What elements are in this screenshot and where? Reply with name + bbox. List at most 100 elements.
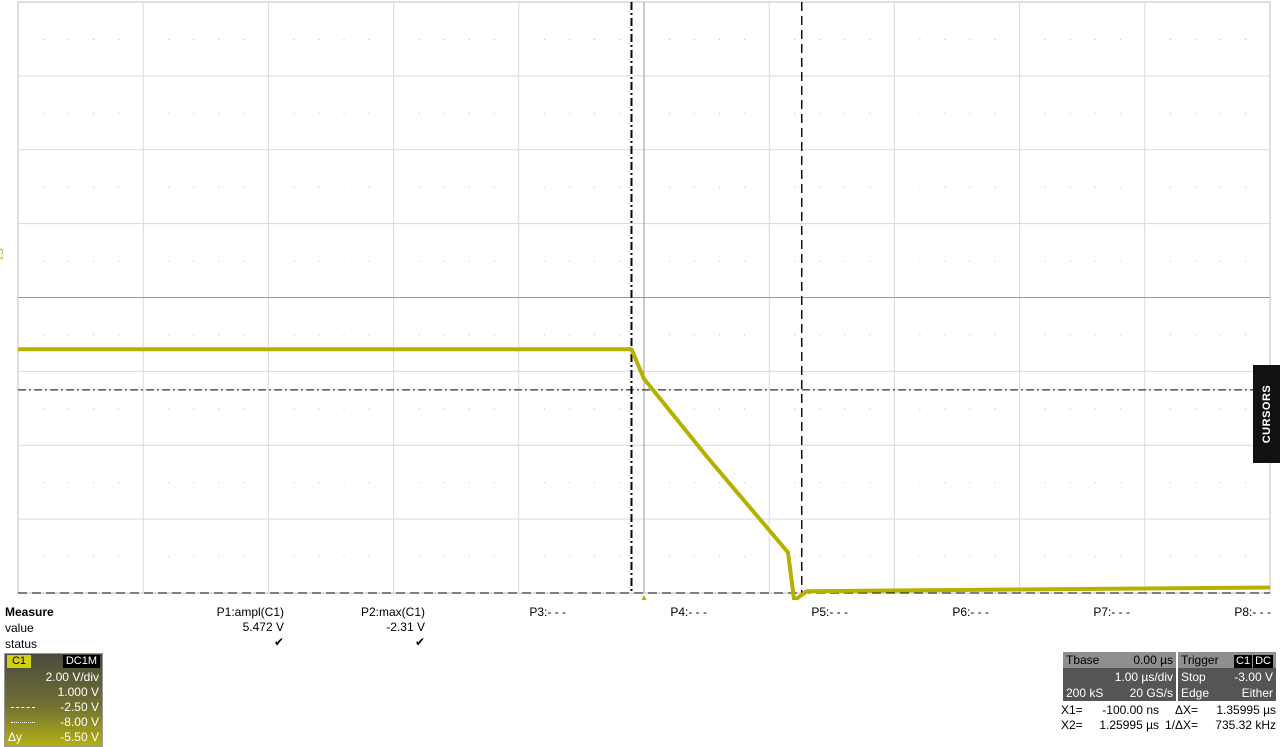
grid-minor-dot xyxy=(1219,482,1221,484)
grid-minor-dot xyxy=(318,186,320,188)
grid-minor-dot xyxy=(418,408,420,410)
grid-minor-dot xyxy=(1194,334,1196,336)
waveform-display[interactable]: C1 CURSORS xyxy=(0,0,1280,600)
grid-minor-dot xyxy=(1119,186,1121,188)
grid-minor-dot xyxy=(368,186,370,188)
grid-minor-dot xyxy=(243,38,245,40)
measure-p2[interactable]: P2:max(C1) -2.31 V ✔ xyxy=(275,605,425,650)
grid-minor-dot xyxy=(193,408,195,410)
grid-minor-dot xyxy=(93,408,95,410)
grid-minor-dot xyxy=(93,112,95,114)
measure-p4[interactable]: P4:- - - xyxy=(557,605,707,620)
grid-minor-dot xyxy=(593,482,595,484)
cursors-tab[interactable]: CURSORS xyxy=(1253,365,1280,463)
grid-minor-dot xyxy=(669,112,671,114)
grid-minor-dot xyxy=(1219,112,1221,114)
trigger-coupling-badge: DC xyxy=(1253,655,1273,668)
grid-minor-dot xyxy=(243,408,245,410)
measure-p6[interactable]: P6:- - - xyxy=(839,605,989,620)
grid-minor-dot xyxy=(618,38,620,40)
dash-dot-line-icon xyxy=(11,707,35,708)
grid-minor-dot xyxy=(543,112,545,114)
grid-minor-dot xyxy=(343,334,345,336)
grid-minor-dot xyxy=(944,482,946,484)
grid-minor-dot xyxy=(1169,38,1171,40)
grid-minor-dot xyxy=(343,112,345,114)
grid-minor-dot xyxy=(719,112,721,114)
grid-minor-dot xyxy=(844,38,846,40)
grid-minor-dot xyxy=(418,38,420,40)
grid-minor-dot xyxy=(1194,260,1196,262)
grid-minor-dot xyxy=(694,186,696,188)
timebase-panel[interactable]: Tbase 0.00 µs 1.00 µs/div 200 kS 20 GS/s xyxy=(1063,652,1176,701)
trigger-panel[interactable]: Trigger C1 DC Stop -3.00 V Edge Either xyxy=(1178,652,1276,701)
measure-p1[interactable]: P1:ampl(C1) 5.472 V ✔ xyxy=(134,605,284,650)
grid-minor-dot xyxy=(1069,482,1071,484)
grid-minor-dot xyxy=(218,112,220,114)
grid-minor-dot xyxy=(43,112,45,114)
grid-minor-dot xyxy=(1044,334,1046,336)
grid-minor-dot xyxy=(418,112,420,114)
grid-minor-dot xyxy=(43,482,45,484)
grid-minor-dot xyxy=(844,260,846,262)
grid-minor-dot xyxy=(744,408,746,410)
grid-minor-dot xyxy=(118,408,120,410)
channel-1-descriptor[interactable]: C1 DC1M 2.00 V/div 1.000 V -2.50 V -8.00… xyxy=(4,653,103,747)
grid-minor-dot xyxy=(669,260,671,262)
grid-minor-dot xyxy=(1244,260,1246,262)
grid-minor-dot xyxy=(568,556,570,558)
grid-minor-dot xyxy=(819,482,821,484)
grid-minor-dot xyxy=(568,334,570,336)
grid-minor-dot xyxy=(68,408,70,410)
grid-minor-dot xyxy=(1219,334,1221,336)
grid-minor-dot xyxy=(1119,112,1121,114)
grid-minor-dot xyxy=(1244,334,1246,336)
grid-minor-dot xyxy=(493,38,495,40)
waveform-grid xyxy=(17,1,1271,600)
grid-minor-dot xyxy=(1069,260,1071,262)
grid-minor-dot xyxy=(844,186,846,188)
grid-minor-dot xyxy=(543,408,545,410)
grid-minor-dot xyxy=(118,556,120,558)
grid-minor-dot xyxy=(1069,408,1071,410)
grid-minor-dot xyxy=(618,112,620,114)
grid-minor-dot xyxy=(593,260,595,262)
grid-minor-dot xyxy=(794,38,796,40)
sample-rate: 20 GS/s xyxy=(1129,686,1173,700)
measure-p5[interactable]: P5:- - - xyxy=(698,605,848,620)
grid-minor-dot xyxy=(819,556,821,558)
grid-minor-dot xyxy=(568,112,570,114)
measure-p4-name: P4:- - - xyxy=(670,605,707,619)
grid-minor-dot xyxy=(719,482,721,484)
grid-minor-dot xyxy=(1244,482,1246,484)
grid-minor-dot xyxy=(994,260,996,262)
coupling-badge: DC1M xyxy=(62,655,100,668)
grid-minor-dot xyxy=(1219,38,1221,40)
grid-minor-dot xyxy=(969,38,971,40)
grid-minor-dot xyxy=(68,112,70,114)
measure-p7[interactable]: P7:- - - xyxy=(980,605,1130,620)
measure-p3[interactable]: P3:- - - xyxy=(416,605,566,620)
measure-p2-status: ✔ xyxy=(414,635,425,649)
grid-minor-dot xyxy=(869,408,871,410)
grid-minor-dot xyxy=(493,260,495,262)
grid-minor-dot xyxy=(368,482,370,484)
grid-minor-dot xyxy=(869,112,871,114)
grid-minor-dot xyxy=(193,112,195,114)
grid-minor-dot xyxy=(193,482,195,484)
grid-minor-dot xyxy=(1044,186,1046,188)
trigger-level: -3.00 V xyxy=(1234,670,1273,684)
grid-minor-dot xyxy=(493,334,495,336)
grid-minor-dot xyxy=(1094,186,1096,188)
grid-minor-dot xyxy=(944,334,946,336)
grid-minor-dot xyxy=(794,112,796,114)
grid-minor-dot xyxy=(68,482,70,484)
grid-minor-dot xyxy=(1094,334,1096,336)
channel-1-marker[interactable]: C1 xyxy=(0,248,4,261)
grid-minor-dot xyxy=(68,334,70,336)
grid-minor-dot xyxy=(218,38,220,40)
grid-minor-dot xyxy=(844,112,846,114)
delta-y-value: -5.50 V xyxy=(60,730,99,744)
measure-p8[interactable]: P8:- - - xyxy=(1121,605,1271,620)
trigger-mode: Stop xyxy=(1181,670,1206,684)
